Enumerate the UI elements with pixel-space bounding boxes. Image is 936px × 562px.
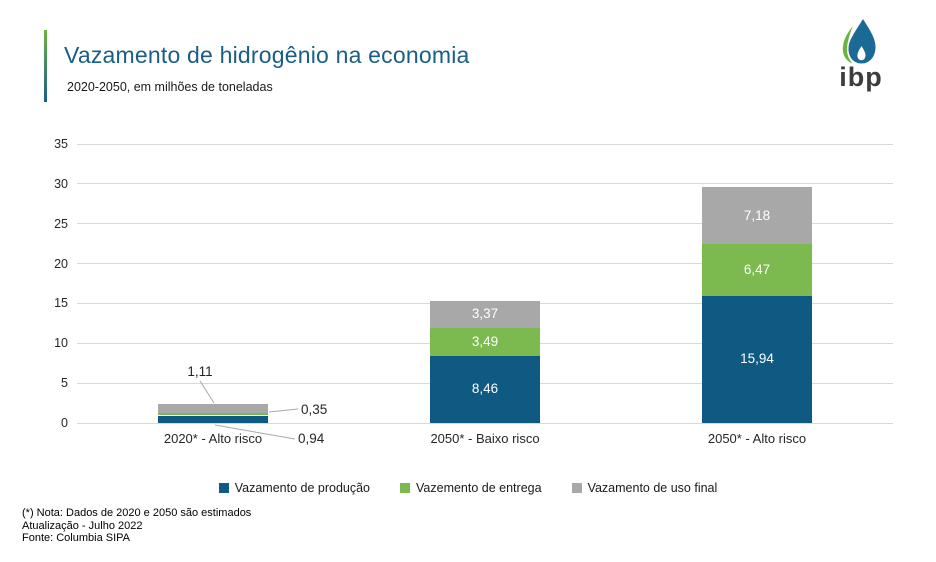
footer-update: Atualização - Julho 2022: [22, 519, 143, 532]
x-axis-category-label: 2050* - Baixo risco: [430, 431, 540, 446]
legend-item: Vazamento de uso final: [571, 481, 718, 495]
y-axis-tick-label: 30: [54, 176, 68, 191]
y-axis-tick-label: 5: [61, 376, 68, 391]
bar-segment-value-label: 8,46: [471, 381, 499, 397]
y-gridline: [77, 183, 893, 185]
y-gridline: [77, 223, 893, 225]
page-subtitle: 2020-2050, em milhões de toneladas: [67, 80, 273, 94]
legend-label: Vazamento de produção: [234, 481, 370, 495]
y-axis-tick-label: 10: [54, 336, 68, 351]
bar-segment: [702, 295, 812, 423]
ibp-logo-drop-icon: [842, 19, 876, 64]
y-gridline: [77, 263, 893, 265]
callout-value-label: 0,94: [298, 431, 325, 446]
legend-swatch-icon: [571, 483, 582, 493]
legend-swatch-icon: [400, 483, 410, 493]
title-accent-bar: [44, 30, 47, 102]
x-axis-category-label: 2050* - Alto risco: [707, 431, 807, 446]
footer-note: (*) Nota: Dados de 2020 e 2050 são estim…: [22, 507, 252, 519]
bar-segment-value-label: 15,94: [740, 351, 774, 367]
callout-value-label: 0,35: [301, 402, 328, 417]
bar-segment: [430, 300, 540, 328]
bar-segment-value-label: 7,18: [743, 207, 771, 223]
legend-item: Vazemento de entrega: [400, 481, 542, 495]
x-axis-category-label: 2020* - Alto risco: [163, 431, 263, 446]
bar-segment-value-label: 3,49: [471, 333, 499, 349]
bar-segment-value-label: 3,37: [471, 306, 499, 322]
y-gridline: [77, 143, 893, 145]
bar-segment: [430, 355, 540, 423]
footer-source: Fonte: Columbia SIPA: [22, 532, 131, 544]
page-title: Vazamento de hidrogênio na economia: [64, 42, 470, 68]
bar-segment: [702, 244, 812, 296]
y-axis-tick-label: 0: [61, 416, 68, 430]
y-axis-tick-label: 20: [54, 256, 68, 271]
legend-label: Vazamento de uso final: [587, 481, 718, 495]
y-axis-tick-label: 35: [54, 137, 68, 151]
bar-segment-value-label: 6,47: [743, 262, 771, 278]
callout-value-label: 1,11: [187, 364, 213, 379]
footer-notes: (*) Nota: Dados de 2020 e 2050 são estim…: [22, 507, 251, 545]
legend-swatch-icon: [218, 483, 229, 493]
legend-label: Vazemento de entrega: [416, 481, 542, 495]
bar-segment: [702, 187, 812, 245]
bar-segment: [158, 412, 268, 416]
bar-segment: [430, 327, 540, 356]
bar-segment: [158, 415, 268, 423]
y-axis-tick-label: 15: [54, 296, 68, 311]
y-gridline: [77, 422, 893, 424]
chart-legend: Vazamento de produção Vazemento de entreg…: [0, 481, 936, 495]
ibp-logo-text: ibp: [839, 62, 883, 92]
bar-segment: [158, 403, 268, 413]
y-axis-tick-label: 25: [54, 216, 68, 231]
legend-item: Vazamento de produção: [218, 481, 370, 495]
ibp-logo: ibp: [831, 18, 891, 92]
